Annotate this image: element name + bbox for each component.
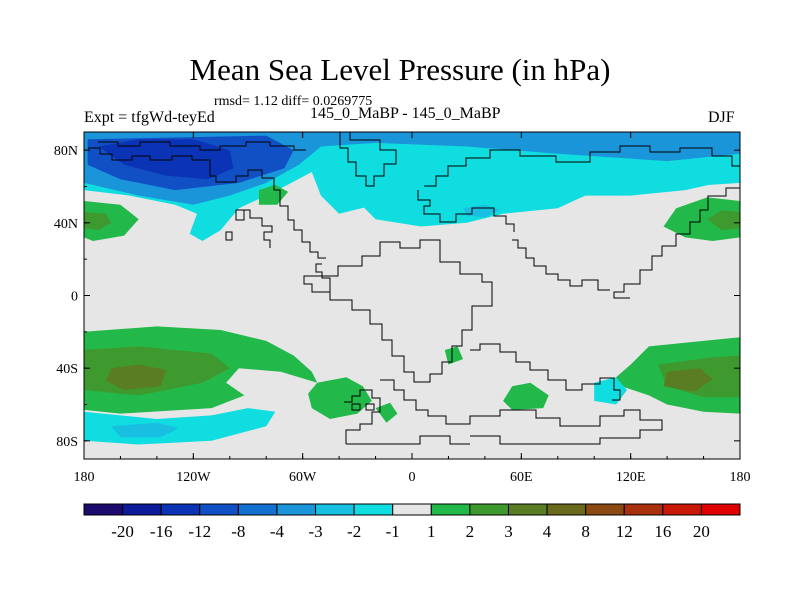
- colorbar-swatch: [160, 503, 201, 516]
- colorbar-label: -4: [270, 522, 285, 541]
- colorbar-swatch: [546, 503, 587, 516]
- coastlines: [88, 132, 740, 445]
- colorbar-swatch: [199, 503, 239, 516]
- chart-title: Mean Sea Level Pressure (in hPa): [189, 52, 611, 87]
- colorbar-swatch: [700, 503, 741, 516]
- region-siberian-low: [357, 164, 719, 227]
- colorbar-swatch: [392, 503, 432, 516]
- colorbar-label: 16: [654, 522, 671, 541]
- colorbar-label: 12: [616, 522, 633, 541]
- coastline-eurasia: [424, 145, 740, 187]
- coastline-antarctic-east: [346, 435, 470, 445]
- colorbar-swatch: [83, 503, 124, 516]
- colorbar-swatch: [469, 503, 509, 516]
- colorbar-swatch: [623, 503, 664, 516]
- coastline-south-mid: [380, 379, 663, 445]
- colorbar-label: 1: [427, 522, 436, 541]
- x-tick-label: 120W: [176, 470, 211, 485]
- region-nw-pacific-high: [84, 201, 139, 241]
- colorbar-label: 2: [466, 522, 475, 541]
- region-south-low-east: [594, 377, 627, 405]
- region-south-high-atlantic-bit: [375, 402, 398, 423]
- colorbar: -20 -16 -12 -8 -4 -3 -2 -1 1 2 3 4 8 12 16 20: [83, 503, 741, 541]
- x-tick-label: 180: [730, 470, 751, 485]
- y-tick-label: 40N: [54, 217, 78, 232]
- colorbar-swatch: [430, 503, 471, 516]
- colorbar-label: -12: [188, 522, 211, 541]
- coastline-asia-east: [613, 187, 740, 299]
- coastline-antarctic-island-b: [365, 403, 375, 411]
- coastline-small-a: [235, 209, 245, 221]
- colorbar-swatch: [276, 503, 317, 516]
- y-tick-label: 80S: [56, 435, 78, 450]
- coastline-north-america: [88, 147, 326, 259]
- stats-label: rmsd= 1.12 diff= 0.0269775: [214, 94, 373, 109]
- coastline-australia: [470, 343, 621, 401]
- region-south-low-west-core: [111, 422, 179, 438]
- region-south-high-atlantic: [308, 377, 372, 419]
- x-tick-label: 180: [74, 470, 95, 485]
- region-south-high-west-core: [105, 364, 166, 390]
- colorbar-swatch: [507, 503, 548, 516]
- colorbar-label: -1: [386, 522, 400, 541]
- colorbar-label: 4: [543, 522, 552, 541]
- coastline-africa: [303, 239, 493, 383]
- coastline-japan: [512, 239, 610, 291]
- colorbar-label: -20: [111, 522, 134, 541]
- colorbar-swatch: [122, 503, 162, 516]
- coastline-antarctic-west: [344, 389, 381, 444]
- colorbar-swatch: [662, 503, 702, 516]
- colorbar-swatch: [237, 503, 278, 516]
- coastline-arctic-north: [98, 141, 306, 151]
- colorbar-label: -8: [231, 522, 245, 541]
- coastline-antarctic-island-a: [351, 403, 361, 411]
- comparison-label: 145_0_MaBP - 145_0_MaBP: [310, 105, 501, 122]
- region-small-high-a: [258, 184, 289, 205]
- coastline-europe: [417, 190, 515, 232]
- y-tick-label: 80N: [54, 144, 78, 159]
- y-tick-label: 40S: [56, 362, 78, 377]
- y-axis: 80N 40N 0 40S 80S: [54, 144, 740, 450]
- region-south-high-small: [444, 346, 463, 365]
- colorbar-swatch: [315, 503, 355, 516]
- colorbar-label: 20: [693, 522, 710, 541]
- coastline-greenland: [339, 132, 397, 187]
- x-axis: 180 120W 60W 0 60E 120E 180: [74, 132, 751, 485]
- experiment-label: Expt = tfgWd-teyEd: [84, 109, 215, 126]
- colorbar-swatch: [353, 503, 394, 516]
- y-tick-label: 0: [71, 290, 78, 305]
- coastline-alaska-island: [225, 231, 233, 241]
- season-label: DJF: [708, 109, 735, 126]
- colorbar-label: -16: [150, 522, 173, 541]
- pressure-regions: [84, 132, 740, 445]
- x-tick-label: 0: [409, 470, 416, 485]
- region-ne-pacific-high-core: [707, 210, 740, 231]
- coastline-south-america: [315, 263, 331, 292]
- x-tick-label: 120E: [616, 470, 646, 485]
- region-south-high-east-core: [663, 368, 713, 392]
- region-nw-pacific-high-core: [84, 211, 112, 231]
- colorbar-label: -2: [347, 522, 361, 541]
- colorbar-swatch: [585, 503, 625, 516]
- region-south-high-indian: [503, 382, 549, 410]
- x-tick-label: 60E: [510, 470, 533, 485]
- colorbar-label: 8: [581, 522, 590, 541]
- x-tick-label: 60W: [289, 470, 317, 485]
- region-ne-pacific-high: [663, 197, 740, 241]
- colorbar-label: 3: [504, 522, 513, 541]
- coastline-gulf: [236, 209, 273, 248]
- colorbar-label: -3: [308, 522, 322, 541]
